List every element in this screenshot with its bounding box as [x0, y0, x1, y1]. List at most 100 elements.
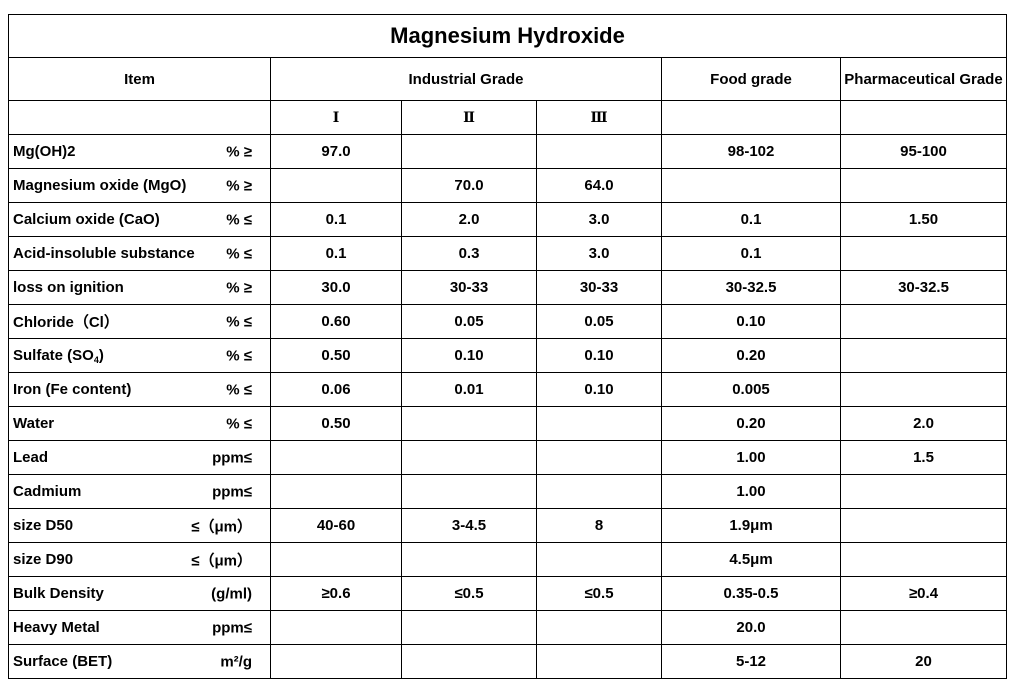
- value-cell-iii: 8: [536, 508, 662, 543]
- item-unit: % ≤: [226, 211, 252, 228]
- value-cell-ii: [401, 134, 537, 169]
- item-cell: Mg(OH)2 % ≥: [8, 134, 271, 169]
- value-cell-pharma: 30-32.5: [840, 270, 1007, 305]
- item-name: Water: [13, 415, 55, 432]
- item-cell: size D50 ≤（μm）: [8, 508, 271, 543]
- item-unit: % ≤: [226, 313, 252, 330]
- item-unit: % ≥: [226, 279, 252, 296]
- item-name: Lead: [13, 449, 49, 466]
- item-name: Magnesium oxide (MgO): [13, 177, 187, 194]
- spec-table: Magnesium Hydroxide Item Industrial Grad…: [8, 14, 1007, 679]
- table-row: size D50 ≤（μm） 40-60 3-4.5 8 1.9μm: [8, 508, 1007, 543]
- item-unit: % ≤: [226, 347, 252, 364]
- item-name: Heavy Metal: [13, 619, 100, 636]
- value-cell-i: [270, 610, 402, 645]
- title-row: Magnesium Hydroxide: [8, 14, 1007, 58]
- value-cell-iii: [536, 474, 662, 509]
- value-cell-iii: [536, 610, 662, 645]
- value-cell-ii: [401, 474, 537, 509]
- value-cell-iii: [536, 406, 662, 441]
- value-cell-iii: [536, 644, 662, 679]
- value-cell-ii: [401, 406, 537, 441]
- value-cell-ii: 3-4.5: [401, 508, 537, 543]
- header-item: Item: [8, 57, 271, 101]
- item-name: loss on ignition: [13, 279, 124, 296]
- header-pharmaceutical-grade: Pharmaceutical Grade: [840, 57, 1007, 101]
- value-cell-pharma: 1.50: [840, 202, 1007, 237]
- value-cell-i: 0.06: [270, 372, 402, 407]
- value-cell-pharma: [840, 168, 1007, 203]
- value-cell-food: 0.1: [661, 236, 841, 271]
- subheader-grade-ii: Ⅱ: [401, 100, 537, 135]
- item-cell: Magnesium oxide (MgO) % ≥: [8, 168, 271, 203]
- item-cell: size D90 ≤（μm）: [8, 542, 271, 577]
- value-cell-ii: 0.05: [401, 304, 537, 339]
- value-cell-iii: [536, 440, 662, 475]
- value-cell-pharma: 1.5: [840, 440, 1007, 475]
- value-cell-ii: [401, 610, 537, 645]
- value-cell-pharma: [840, 236, 1007, 271]
- value-cell-pharma: 2.0: [840, 406, 1007, 441]
- value-cell-food: 0.005: [661, 372, 841, 407]
- item-unit: ≤（μm）: [191, 518, 252, 535]
- item-cell: Heavy Metal ppm≤: [8, 610, 271, 645]
- subheader-grade-iii: Ⅲ: [536, 100, 662, 135]
- value-cell-i: 0.1: [270, 236, 402, 271]
- item-name: Bulk Density: [13, 585, 104, 602]
- value-cell-iii: 3.0: [536, 236, 662, 271]
- item-name: Surface (BET): [13, 653, 113, 670]
- value-cell-iii: 64.0: [536, 168, 662, 203]
- value-cell-pharma: [840, 474, 1007, 509]
- item-name-part: Sulfate (SO: [13, 346, 94, 364]
- item-name-subscript: 4: [93, 354, 99, 365]
- value-cell-ii: [401, 644, 537, 679]
- table-row: Water % ≤ 0.50 0.20 2.0: [8, 406, 1007, 441]
- item-unit: % ≤: [226, 245, 252, 262]
- item-unit: % ≥: [226, 177, 252, 194]
- item-name: Chloride（Cl）: [13, 314, 119, 331]
- value-cell-i: 0.60: [270, 304, 402, 339]
- value-cell-food: 0.10: [661, 304, 841, 339]
- table-row: Acid-insoluble substance% ≤0.1 0.3 3.0 0.1: [8, 236, 1007, 271]
- value-cell-ii: 0.3: [401, 236, 537, 271]
- item-cell: Acid-insoluble substance % ≤: [8, 236, 271, 271]
- item-unit: m²/g: [220, 653, 252, 670]
- value-cell-food: 1.00: [661, 474, 841, 509]
- value-cell-food: 98-102: [661, 134, 841, 169]
- table-row: Sulfate (SO4)% ≤0.50 0.10 0.10 0.20: [8, 338, 1007, 373]
- value-cell-iii: 0.05: [536, 304, 662, 339]
- item-unit: % ≤: [226, 381, 252, 398]
- value-cell-i: 0.50: [270, 406, 402, 441]
- value-cell-pharma: [840, 304, 1007, 339]
- table-row: Cadmium ppm≤ 1.00: [8, 474, 1007, 509]
- value-cell-food: 30-32.5: [661, 270, 841, 305]
- value-cell-iii: 0.10: [536, 372, 662, 407]
- item-unit: ppm≤: [212, 619, 252, 636]
- value-cell-food: 4.5μm: [661, 542, 841, 577]
- value-cell-iii: [536, 542, 662, 577]
- table-row: Magnesium oxide (MgO) % ≥ 70.0 64.0: [8, 168, 1007, 203]
- value-cell-i: [270, 644, 402, 679]
- item-cell: Sulfate (SO4) % ≤: [8, 338, 271, 373]
- value-cell-i: 0.1: [270, 202, 402, 237]
- value-cell-ii: 30-33: [401, 270, 537, 305]
- value-cell-i: [270, 542, 402, 577]
- value-cell-food: 20.0: [661, 610, 841, 645]
- value-cell-i: 97.0: [270, 134, 402, 169]
- item-cell: Bulk Density (g/ml): [8, 576, 271, 611]
- item-cell: Lead ppm≤: [8, 440, 271, 475]
- value-cell-i: 0.50: [270, 338, 402, 373]
- value-cell-ii: 0.10: [401, 338, 537, 373]
- value-cell-ii: 0.01: [401, 372, 537, 407]
- item-unit: ppm≤: [212, 483, 252, 500]
- value-cell-food: 1.00: [661, 440, 841, 475]
- value-cell-i: [270, 474, 402, 509]
- value-cell-food: 0.20: [661, 406, 841, 441]
- table-row: Chloride（Cl）% ≤0.60 0.05 0.05 0.10: [8, 304, 1007, 339]
- value-cell-iii: ≤0.5: [536, 576, 662, 611]
- value-cell-ii: [401, 542, 537, 577]
- value-cell-food: [661, 168, 841, 203]
- item-name: Acid-insoluble substance: [13, 245, 195, 262]
- header-row: Item Industrial Grade Food grade Pharmac…: [8, 57, 1007, 101]
- value-cell-pharma: [840, 372, 1007, 407]
